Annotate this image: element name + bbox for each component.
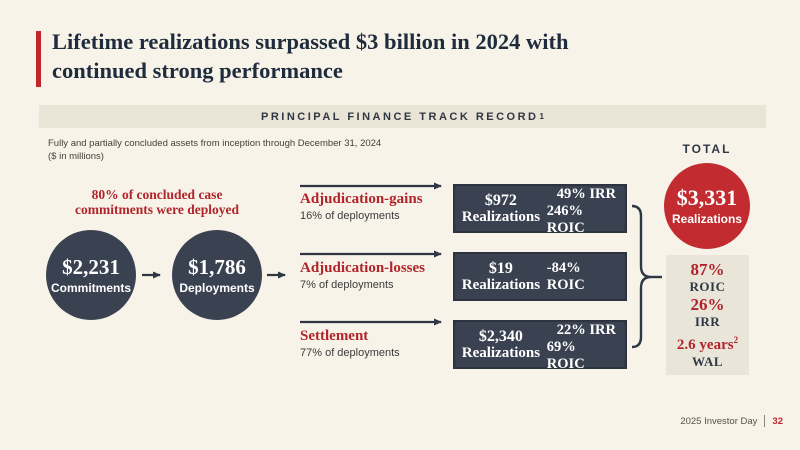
brace — [631, 204, 652, 349]
subtitle-line1: Fully and partially concluded assets fro… — [48, 138, 382, 149]
commitments-circle: $2,231 Commitments — [46, 230, 136, 320]
deployment-annotation: 80% of concluded case commitments were d… — [52, 187, 262, 217]
result-box-1-value-label: Realizations — [461, 209, 541, 225]
total-stats-box: 87% ROIC 26% IRR 2.6 years2 WAL — [666, 255, 749, 375]
slide-title-line2: continued strong performance — [52, 58, 343, 83]
total-stat-wal-label: WAL — [691, 354, 724, 370]
total-stat-irr-value: 26% — [690, 294, 725, 314]
result-box-1-value: $972 — [484, 192, 517, 209]
total-stat-wal-footnote: 2 — [733, 334, 739, 345]
total-stat-irr-label: IRR — [694, 314, 721, 330]
footer: 2025 Investor Day 32 — [680, 415, 783, 427]
branch-adjudication-losses-share: 7% of deployments — [300, 279, 394, 291]
result-box-3-metric-irr: 22% IRR — [556, 322, 616, 338]
result-box-2-realizations: $19 Realizations — [455, 254, 547, 299]
branch-settlement-name: Settlement — [300, 328, 369, 344]
result-box-3-metric-roic: 69% ROIC — [546, 339, 585, 372]
deployment-annotation-line2: commitments were deployed — [75, 201, 239, 217]
result-box-2-value-label: Realizations — [461, 277, 541, 293]
section-banner-footnote: 1 — [539, 112, 544, 121]
result-box-adjudication-gains: $972 Realizations 49% IRR 246% ROIC — [453, 184, 627, 236]
deployments-label: Deployments — [179, 280, 255, 295]
deployment-annotation-line1: 80% of concluded case — [91, 187, 223, 202]
branch-settlement-share: 77% of deployments — [300, 347, 400, 359]
section-banner: PRINCIPAL FINANCE TRACK RECORD 1 — [39, 105, 766, 128]
total-value-label: Realizations — [671, 212, 743, 226]
result-box-1-metrics: 49% IRR 246% ROIC — [547, 186, 625, 236]
branch-adjudication-gains: Adjudication-gains 16% of deployments — [300, 191, 450, 223]
slide-title-line1: Lifetime realizations surpassed $3 billi… — [52, 29, 569, 54]
branch-adjudication-losses: Adjudication-losses 7% of deployments — [300, 260, 450, 292]
total-circle: $3,331 Realizations — [664, 163, 750, 249]
section-banner-title: PRINCIPAL FINANCE TRACK RECORD — [261, 110, 539, 123]
footer-divider — [764, 415, 766, 427]
branch-settlement: Settlement 77% of deployments — [300, 328, 450, 360]
total-stat-wal-value: 2.6 years2 — [666, 331, 749, 354]
result-box-settlement: $2,340 Realizations 22% IRR 69% ROIC — [453, 320, 627, 372]
result-box-adjudication-losses: $19 Realizations -84% ROIC — [453, 252, 627, 301]
result-box-3-value: $2,340 — [478, 328, 523, 345]
slide-title: Lifetime realizations surpassed $3 billi… — [52, 27, 752, 85]
total-stat-wal-value-text: 2.6 years — [676, 336, 734, 353]
total-header: TOTAL — [682, 142, 732, 156]
footer-label: 2025 Investor Day — [680, 415, 758, 427]
result-box-1-metric-irr: 49% IRR — [556, 186, 616, 202]
result-box-3-metrics: 22% IRR 69% ROIC — [547, 322, 625, 372]
title-accent-bar — [36, 31, 41, 87]
subtitle-line2: ($ in millions) — [48, 151, 104, 162]
result-box-2-metrics: -84% ROIC — [547, 254, 625, 299]
result-box-3-realizations: $2,340 Realizations — [455, 322, 547, 367]
result-box-2-metric-roic: -84% ROIC — [546, 259, 585, 293]
subtitle: Fully and partially concluded assets fro… — [48, 137, 381, 163]
branch-adjudication-losses-name: Adjudication-losses — [300, 260, 426, 276]
branch-adjudication-gains-name: Adjudication-gains — [300, 191, 423, 207]
total-stat-roic-value: 87% — [690, 259, 725, 279]
result-box-1-metric-roic: 246% ROIC — [546, 203, 585, 236]
total-stat-roic-label: ROIC — [689, 279, 726, 295]
total-value: $3,331 — [676, 185, 738, 210]
commitments-label: Commitments — [50, 280, 131, 295]
deployments-value: $1,786 — [188, 254, 246, 279]
result-box-2-value: $19 — [488, 260, 513, 277]
result-box-3-value-label: Realizations — [461, 345, 541, 361]
branch-adjudication-gains-share: 16% of deployments — [300, 210, 400, 222]
footer-page-number: 32 — [772, 415, 783, 427]
commitments-value: $2,231 — [62, 254, 120, 279]
deployments-circle: $1,786 Deployments — [172, 230, 262, 320]
result-box-1-realizations: $972 Realizations — [455, 186, 547, 231]
